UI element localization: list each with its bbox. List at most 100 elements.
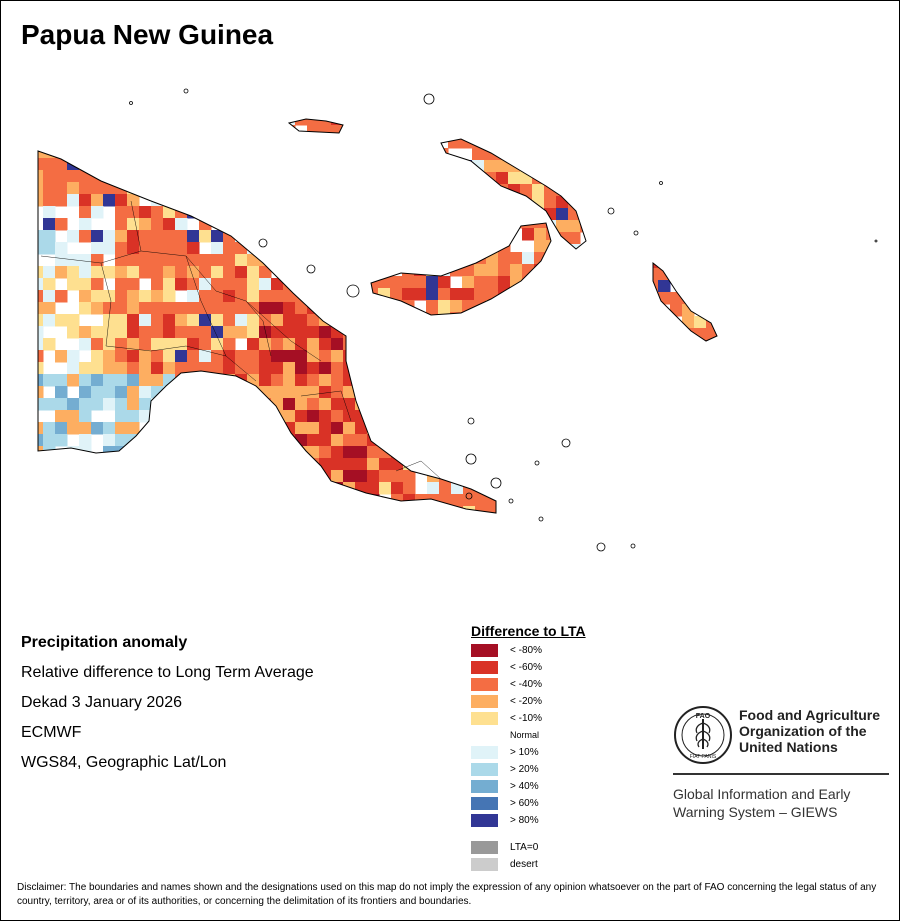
anomaly-cell (127, 302, 140, 315)
anomaly-cell (151, 314, 164, 327)
anomaly-cell (247, 458, 260, 471)
anomaly-cell (307, 386, 320, 399)
anomaly-cell (367, 482, 380, 495)
anomaly-cell (580, 172, 586, 185)
anomaly-cell (211, 506, 224, 513)
anomaly-cell (462, 228, 475, 241)
anomaly-cell (91, 278, 104, 291)
anomaly-cell (451, 242, 464, 255)
anomaly-cell (223, 194, 236, 207)
anomaly-cell (271, 422, 284, 435)
anomaly-cell (55, 494, 68, 507)
anomaly-cell (259, 194, 272, 207)
anomaly-cell (718, 304, 731, 317)
anomaly-cell (43, 266, 56, 279)
anomaly-cell (534, 288, 547, 301)
anomaly-cell (415, 182, 428, 195)
anomaly-cell (38, 302, 44, 315)
anomaly-cell (486, 276, 499, 289)
anomaly-cell (223, 182, 236, 195)
anomaly-cell (187, 422, 200, 435)
anomaly-cell (235, 158, 248, 171)
anomaly-cell (91, 290, 104, 303)
anomaly-cell (415, 446, 428, 459)
anomaly-cell (91, 458, 104, 471)
anomaly-cell (38, 230, 44, 243)
anomaly-cell (475, 206, 488, 219)
anomaly-cell (427, 434, 440, 447)
anomaly-cell (307, 278, 320, 291)
anomaly-cell (403, 374, 416, 387)
anomaly-cell (403, 182, 416, 195)
anomaly-cell (653, 280, 659, 293)
anomaly-cell (163, 194, 176, 207)
anomaly-cell (151, 338, 164, 351)
anomaly-cell (187, 482, 200, 495)
anomaly-cell (498, 252, 511, 265)
anomaly-cell (331, 398, 344, 411)
giews-name: Global Information and Early Warning Sys… (673, 785, 850, 821)
anomaly-cell (38, 470, 44, 483)
anomaly-cell (55, 386, 68, 399)
anomaly-cell (441, 208, 449, 221)
anomaly-cell (67, 506, 80, 513)
anomaly-cell (307, 290, 320, 303)
legend-swatch (471, 661, 498, 674)
anomaly-cell (371, 223, 379, 229)
anomaly-cell (415, 314, 428, 327)
anomaly-cell (534, 312, 547, 315)
anomaly-cell (463, 494, 476, 507)
anomaly-cell (199, 194, 212, 207)
anomaly-cell (103, 230, 116, 243)
anomaly-cell (319, 410, 332, 423)
anomaly-cell (450, 228, 463, 241)
anomaly-cell (439, 158, 452, 171)
anomaly-cell (79, 422, 92, 435)
anomaly-cell (211, 362, 224, 375)
anomaly-cell (379, 398, 392, 411)
anomaly-cell (247, 314, 260, 327)
anomaly-cell (211, 470, 224, 483)
anomaly-cell (403, 362, 416, 375)
anomaly-cell (441, 196, 449, 209)
anomaly-cell (103, 158, 116, 171)
legend-label: < -80% (510, 645, 542, 656)
anomaly-cell (451, 362, 464, 375)
legend-label: > 60% (510, 798, 539, 809)
anomaly-cell (451, 230, 464, 243)
anomaly-cell (367, 194, 380, 207)
anomaly-cell (520, 139, 533, 149)
anomaly-cell (163, 458, 176, 471)
anomaly-cell (379, 230, 392, 243)
anomaly-cell (79, 278, 92, 291)
anomaly-cell (426, 300, 439, 313)
anomaly-cell (259, 290, 272, 303)
anomaly-cell (718, 268, 731, 281)
anomaly-cell (115, 266, 128, 279)
anomaly-cell (139, 338, 152, 351)
anomaly-cell (355, 170, 368, 183)
anomaly-cell (283, 170, 296, 183)
anomaly-cell (271, 182, 284, 195)
anomaly-cell (462, 276, 475, 289)
anomaly-cell (343, 458, 356, 471)
anomaly-cell (522, 228, 535, 241)
anomaly-cell (115, 302, 128, 315)
anomaly-cell (259, 302, 272, 315)
anomaly-cell (307, 119, 320, 126)
anomaly-cell (379, 242, 392, 255)
anomaly-cell (139, 206, 152, 219)
anomaly-cell (115, 194, 128, 207)
anomaly-cell (484, 184, 497, 197)
anomaly-cell (187, 506, 200, 513)
anomaly-cell (441, 172, 449, 185)
anomaly-cell (556, 220, 569, 233)
anomaly-cell (415, 194, 428, 207)
anomaly-cell (415, 374, 428, 387)
anomaly-cell (319, 254, 332, 267)
anomaly-cell (319, 506, 332, 513)
anomaly-cell (451, 374, 464, 387)
anomaly-cell (247, 350, 260, 363)
anomaly-cell (367, 266, 380, 279)
anomaly-cell (139, 470, 152, 483)
